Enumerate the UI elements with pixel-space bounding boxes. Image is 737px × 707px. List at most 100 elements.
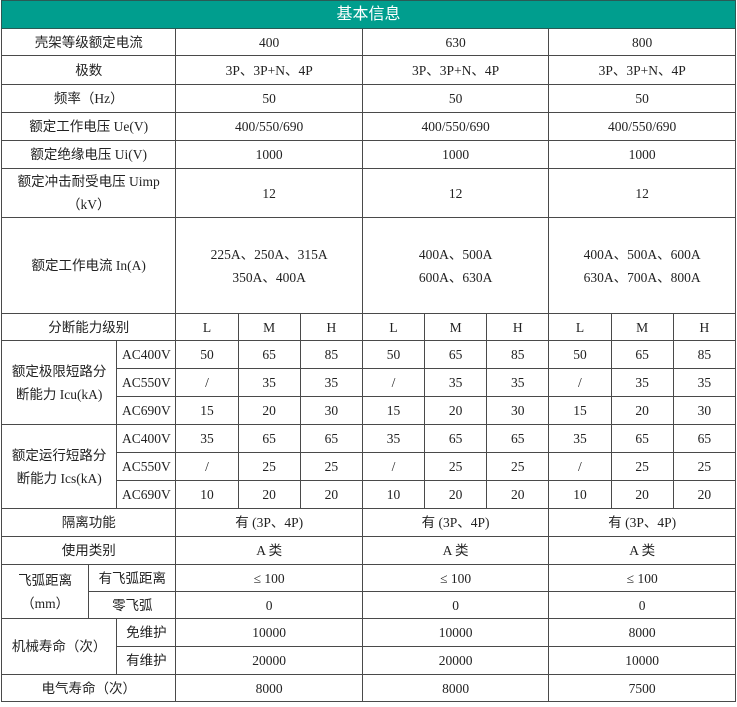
value-cell: 50 [548,84,736,113]
value-cell: 35 [237,368,301,397]
row-label: 额定极限短路分 断能力 Icu(kA) [0,340,118,425]
value-cell: 65 [237,340,301,369]
value-cell: 10 [175,480,239,509]
value-cell: 35 [610,368,674,397]
value-cell: 3P、3P+N、4P [175,55,363,85]
value-cell: A 类 [361,536,550,565]
value-cell: 65 [424,340,488,369]
value-cell: 20 [486,480,550,509]
table-row: 额定冲击耐受电压 Uimp （kV） 12 12 12 [0,168,736,218]
value-cell: 7500 [548,674,736,702]
value-cell: 有 (3P、4P) [548,508,736,537]
level-cell: H [299,313,363,341]
table-row: 机械寿命（次） 免维护 10000 10000 8000 [0,618,736,675]
value-cell: 有 (3P、4P) [361,508,550,537]
row-label: 极数 [0,55,177,85]
value-cell: A 类 [548,536,736,565]
value-cell: 65 [486,424,550,453]
value-cell: 10000 [361,618,550,647]
value-cell: 10 [361,480,426,509]
value-cell: 400A、500A 600A、630A [361,217,550,314]
sub-label: 有维护 [116,646,177,675]
value-cell: 85 [299,340,363,369]
value-cell: 65 [424,424,488,453]
row-label: 飞弧距离 （mm） [0,564,90,619]
value-cell: 15 [175,396,239,425]
value-cell: 20000 [361,646,550,675]
value-cell: / [175,368,239,397]
level-cell: L [548,313,612,341]
value-cell: 630 [361,28,550,56]
value-cell: 65 [299,424,363,453]
value-cell: 400 [175,28,363,56]
header-row: 基本信息 [1,0,736,29]
value-cell: 0 [548,591,736,619]
value-cell: 20 [610,480,674,509]
row-label: 电气寿命（次） [0,674,177,702]
value-cell: 50 [361,340,426,369]
voltage-label: AC550V [116,368,177,397]
value-cell: 10000 [548,646,736,675]
value-cell: 15 [361,396,426,425]
value-cell: 400/550/690 [361,112,550,141]
value-cell: 800 [548,28,736,56]
level-cell: H [486,313,550,341]
row-label: 额定绝缘电压 Ui(V) [0,140,177,169]
table-row: 频率（Hz） 50 50 50 [0,84,736,113]
value-cell: 65 [672,424,737,453]
value-cell: 400/550/690 [548,112,736,141]
value-cell: 20000 [175,646,363,675]
value-cell: 12 [548,168,736,218]
value-cell: 1000 [175,140,363,169]
value-cell: 50 [175,340,239,369]
value-cell: 30 [672,396,737,425]
row-label: 机械寿命（次） [0,618,118,675]
table-row: AC550V/25 25/25 25/25 25 [2,452,737,481]
value-cell: 50 [548,340,612,369]
value-cell: ≤ 100 [175,564,363,592]
value-cell: 30 [486,396,550,425]
value-cell: ≤ 100 [361,564,550,592]
level-cell: M [610,313,674,341]
value-cell: 35 [361,424,426,453]
sub-label: 零飞弧 [88,591,177,619]
value-cell: 25 [486,452,550,481]
value-cell: 50 [361,84,550,113]
value-cell: 10 [548,480,612,509]
sub-label: 有飞弧距离 [88,564,177,592]
row-label: 分断能力级别 [0,313,177,341]
value-cell: 65 [610,424,674,453]
value-cell: / [361,368,426,397]
row-label: 频率（Hz） [0,84,177,113]
value-cell: 20 [610,396,674,425]
value-cell: 8000 [175,674,363,702]
value-cell: 25 [424,452,488,481]
table-row: 额定运行短路分 断能力 Ics(kA) AC400V 35 65 65 35 65 65 35 6… [0,424,737,509]
row-label: 额定运行短路分 断能力 Ics(kA) [0,424,118,509]
value-cell: 65 [610,340,674,369]
table-row: 额定极限短路分 断能力 Icu(kA) AC400V 50 65 85 50 65 85 50 6… [0,340,737,425]
value-cell: / [361,452,426,481]
sub-label: 免维护 [116,618,177,647]
value-cell: 12 [175,168,363,218]
row-label: 额定工作电流 In(A) [0,217,177,314]
value-cell: 65 [237,424,301,453]
value-cell: 35 [486,368,550,397]
value-cell: 85 [672,340,737,369]
table-row: 额定绝缘电压 Ui(V) 1000 1000 1000 [0,140,736,169]
value-cell: 15 [548,396,612,425]
table-title: 基本信息 [1,0,736,29]
value-cell: 25 [672,452,737,481]
value-cell: 20 [672,480,737,509]
value-cell: 有 (3P、4P) [175,508,363,537]
value-cell: 400A、500A、600A 630A、700A、800A [548,217,736,314]
voltage-label: AC400V [116,424,177,453]
value-cell: 225A、250A、315A 350A、400A [175,217,363,314]
value-cell: 3P、3P+N、4P [548,55,736,85]
table-row: AC550V/35 35/35 35/35 35 [2,368,737,397]
table-row: 电气寿命（次） 8000 8000 7500 [0,674,736,702]
table-row: 极数 3P、3P+N、4P 3P、3P+N、4P 3P、3P+N、4P [0,55,736,85]
table-row: 壳架等级额定电流 400 630 800 [0,28,736,56]
